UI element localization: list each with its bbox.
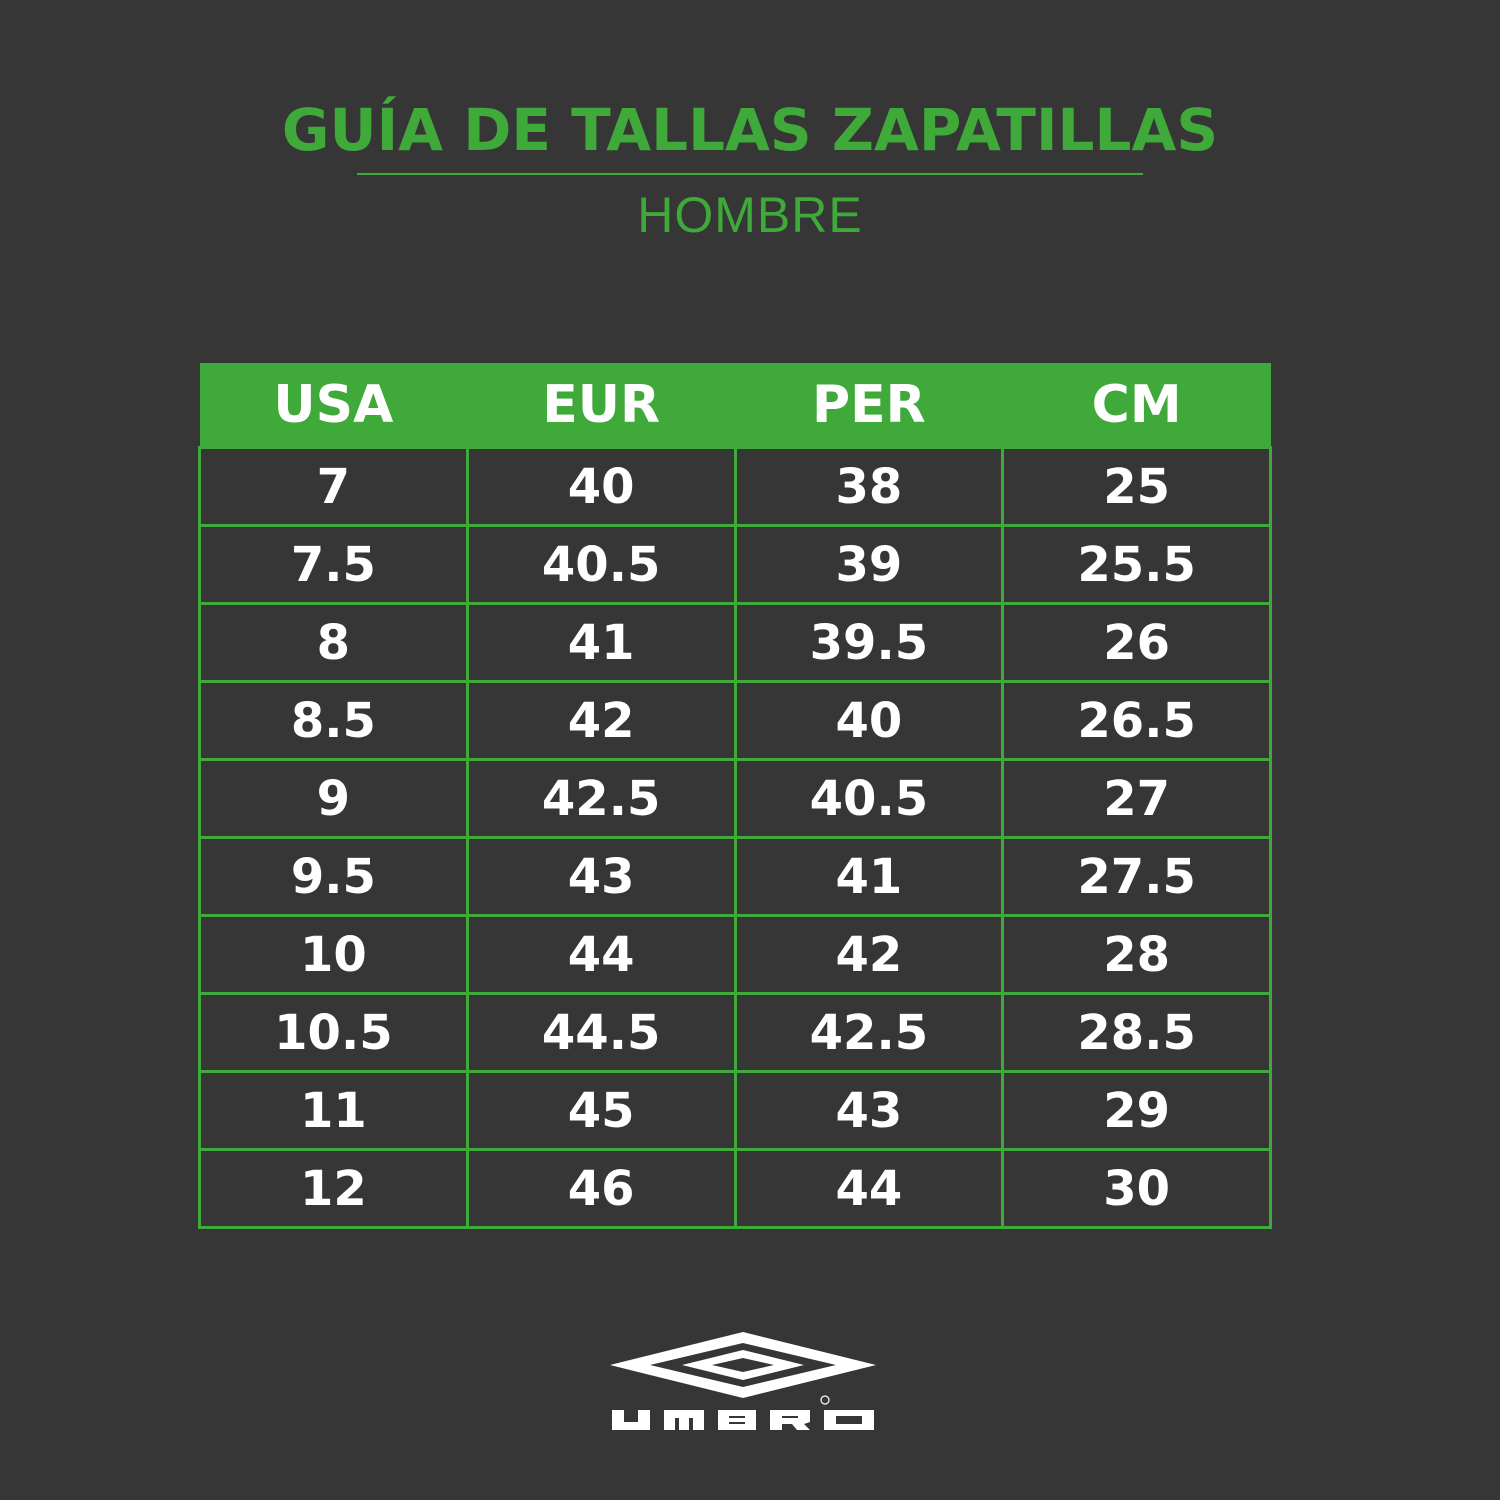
- size-cell-per: 44: [733, 1148, 1005, 1229]
- size-cell-per: 40.5: [733, 758, 1005, 839]
- size-cell-eur: 42.5: [465, 758, 737, 839]
- page-subtitle: HOMBRE: [637, 187, 863, 243]
- column-header-usa: USA: [199, 363, 468, 448]
- size-cell-cm: 29: [1001, 1070, 1272, 1151]
- column-header-eur: EUR: [467, 363, 735, 448]
- size-cell-per: 43: [733, 1070, 1005, 1151]
- size-cell-cm: 27.5: [1001, 836, 1272, 917]
- size-cell-per: 39: [733, 524, 1005, 605]
- size-cell-cm: 25: [1001, 446, 1272, 527]
- size-cell-eur: 42: [465, 680, 737, 761]
- title-divider: [357, 173, 1143, 175]
- size-cell-cm: 30: [1001, 1148, 1272, 1229]
- table-row: 7.5 40.5 39 25.5: [198, 524, 1272, 605]
- size-cell-per: 42: [733, 914, 1005, 995]
- size-table: USA EUR PER CM 7 40 38 25 7.5 40.5 39 25.5 8 41 39.5 2…: [198, 363, 1272, 1229]
- size-cell-per: 40: [733, 680, 1005, 761]
- size-cell-cm: 27: [1001, 758, 1272, 839]
- size-cell-usa: 12: [198, 1148, 469, 1229]
- size-cell-cm: 28.5: [1001, 992, 1272, 1073]
- size-cell-usa: 9.5: [198, 836, 469, 917]
- size-cell-usa: 8: [198, 602, 469, 683]
- size-cell-usa: 7: [198, 446, 469, 527]
- size-cell-eur: 44: [465, 914, 737, 995]
- umbro-logo: [610, 1332, 876, 1430]
- size-cell-usa: 10: [198, 914, 469, 995]
- size-cell-eur: 46: [465, 1148, 737, 1229]
- column-header-cm: CM: [1002, 363, 1271, 448]
- size-cell-cm: 28: [1001, 914, 1272, 995]
- size-cell-per: 39.5: [733, 602, 1005, 683]
- size-cell-usa: 9: [198, 758, 469, 839]
- size-cell-cm: 26: [1001, 602, 1272, 683]
- table-row: 11 45 43 29: [198, 1070, 1272, 1151]
- size-cell-eur: 40.5: [465, 524, 737, 605]
- size-cell-per: 41: [733, 836, 1005, 917]
- column-header-per: PER: [735, 363, 1003, 448]
- table-row: 10 44 42 28: [198, 914, 1272, 995]
- table-row: 7 40 38 25: [198, 446, 1272, 527]
- size-cell-eur: 40: [465, 446, 737, 527]
- logo-diamond-center: [712, 1358, 774, 1372]
- size-cell-eur: 41: [465, 602, 737, 683]
- table-row: 10.5 44.5 42.5 28.5: [198, 992, 1272, 1073]
- size-cell-usa: 10.5: [198, 992, 469, 1073]
- table-row: 9 42.5 40.5 27: [198, 758, 1272, 839]
- table-row: 8.5 42 40 26.5: [198, 680, 1272, 761]
- size-cell-usa: 7.5: [198, 524, 469, 605]
- size-cell-eur: 44.5: [465, 992, 737, 1073]
- table-header-row: USA EUR PER CM: [199, 363, 1271, 448]
- size-cell-per: 42.5: [733, 992, 1005, 1073]
- table-row: 9.5 43 41 27.5: [198, 836, 1272, 917]
- size-cell-usa: 8.5: [198, 680, 469, 761]
- size-cell-usa: 11: [198, 1070, 469, 1151]
- page-title: GUÍA DE TALLAS ZAPATILLAS: [281, 96, 1219, 164]
- size-cell-per: 38: [733, 446, 1005, 527]
- size-cell-cm: 25.5: [1001, 524, 1272, 605]
- size-cell-eur: 43: [465, 836, 737, 917]
- logo-wordmark: [612, 1395, 874, 1430]
- table-row: 8 41 39.5 26: [198, 602, 1272, 683]
- table-row: 12 46 44 30: [198, 1148, 1272, 1229]
- size-cell-cm: 26.5: [1001, 680, 1272, 761]
- size-cell-eur: 45: [465, 1070, 737, 1151]
